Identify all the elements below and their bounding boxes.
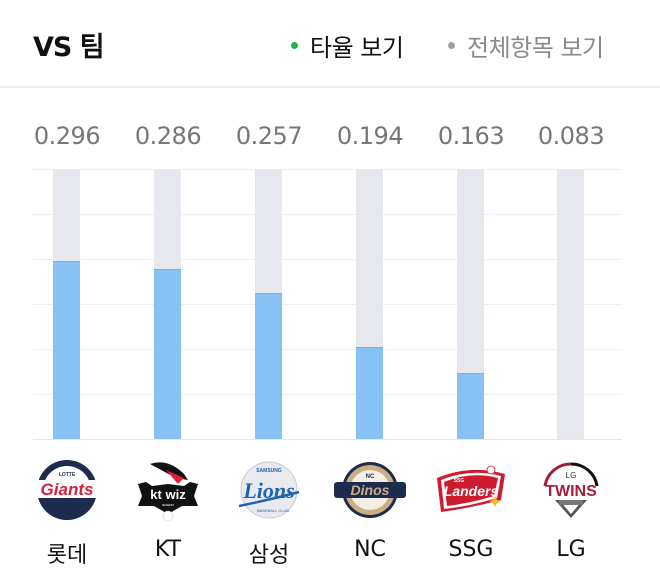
samsung-lions-logo-icon: SAMSUNG Lions BASEBALL CLUB [238,461,300,519]
svg-text:Landers: Landers [444,483,499,499]
bar-kt [154,169,181,439]
svg-text:suwon: suwon [162,502,174,507]
toggle-batting-average[interactable]: 타율 보기 [291,28,404,63]
value-label: 0.257 [235,122,303,150]
header-divider [0,86,660,88]
svg-text:NC: NC [366,474,375,480]
value-label: 0.194 [336,122,404,150]
gridline [33,169,622,170]
svg-text:LG: LG [566,471,577,480]
gridline [33,214,622,215]
active-dot-icon [291,42,298,49]
bar-fill [255,293,282,439]
gridline [33,304,622,305]
svg-text:kt wiz: kt wiz [150,487,186,502]
svg-text:SAMSUNG: SAMSUNG [256,468,282,474]
team-name: LG [556,537,586,562]
bar-fill [53,261,80,439]
svg-text:TWINS: TWINS [545,483,597,500]
card-title: VS 팀 [33,32,105,63]
baseline [33,439,622,440]
lg-twins-logo-icon: LG TWINS [543,462,599,518]
inactive-dot-icon [448,42,455,49]
kt-wiz-logo-icon: kt wiz suwon [138,462,198,522]
bar-fill [356,347,383,439]
team-name: KT [154,537,182,562]
toggle-label: 전체항목 보기 [467,34,604,62]
svg-text:LOTTE: LOTTE [59,472,76,478]
bar-samsung [255,169,282,439]
gridline [33,394,622,395]
team-name: 롯데 [46,543,88,568]
value-label: 0.286 [134,122,202,150]
value-label: 0.296 [33,122,101,150]
svg-text:Giants: Giants [41,480,94,499]
bar-lotte [53,169,80,439]
toggle-all-stats[interactable]: 전체항목 보기 [448,28,604,63]
svg-text:Dinos: Dinos [351,482,390,498]
team-name: 삼성 [248,543,290,568]
bar-lg [557,169,584,439]
svg-text:SSG: SSG [454,478,465,484]
bar-fill [457,373,484,439]
lotte-giants-logo-icon: Giants LOTTE [31,460,103,520]
value-label: 0.163 [437,122,505,150]
value-label: 0.083 [537,122,605,150]
nc-dinos-logo-icon: Dinos NC [334,462,406,518]
gridline [33,259,622,260]
bar-nc [356,169,383,439]
toggle-label: 타율 보기 [310,34,404,62]
team-name: SSG [448,537,494,562]
bar-fill [154,269,181,439]
team-name: NC [354,537,386,562]
card-header: VS 팀 타율 보기 전체항목 보기 [0,0,660,86]
bar-ssg [457,169,484,439]
svg-text:BASEBALL CLUB: BASEBALL CLUB [257,508,289,513]
ssg-landers-logo-icon: Landers SSG [437,465,505,512]
gridline [33,349,622,350]
